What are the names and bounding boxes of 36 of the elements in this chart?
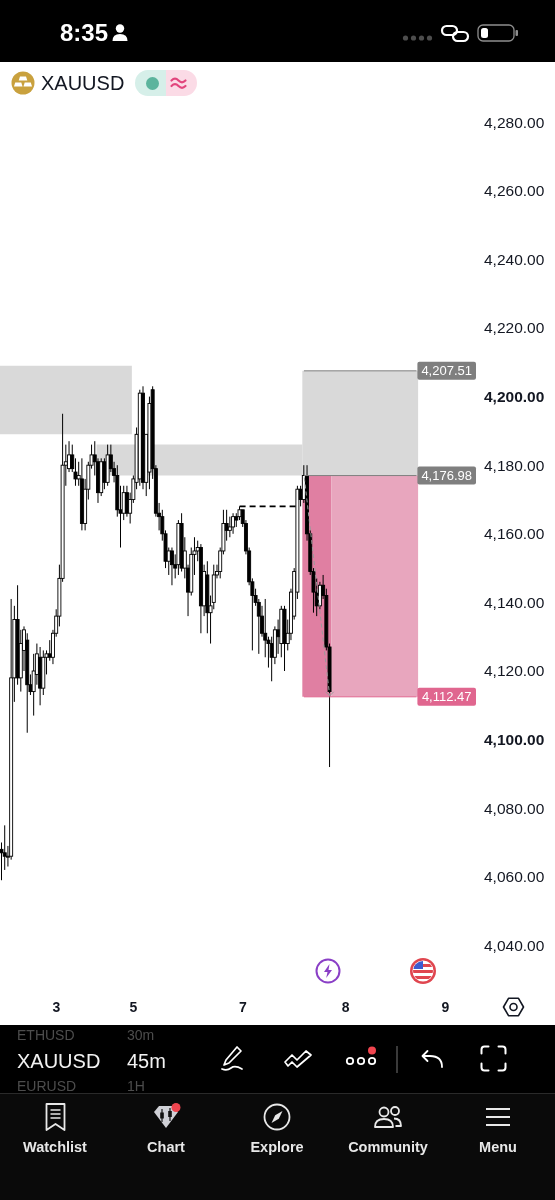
y-tick-label: 4,140.00 [484, 593, 545, 611]
chart-title: XAUUSD [41, 72, 125, 94]
text: XAUUSD [17, 1050, 101, 1072]
y-tick-label: 4,120.00 [484, 662, 545, 680]
x-tick-label: 7 [238, 999, 247, 1015]
y-tick-label: 4,240.00 [484, 250, 545, 268]
text: EURUSD [17, 1078, 77, 1094]
text: 1H [127, 1078, 145, 1094]
y-tick-label: 4,280.00 [484, 113, 545, 131]
text: 30m [127, 1027, 155, 1043]
text: Menu [479, 1138, 517, 1155]
x-tick-label: 8 [341, 999, 350, 1015]
y-tick-label: 4,040.00 [484, 936, 545, 954]
x-tick-label: 5 [129, 999, 138, 1015]
x-tick-label: 9 [441, 999, 450, 1015]
text: 45m [127, 1050, 166, 1072]
text: Explore [250, 1138, 304, 1155]
text: ETHUSD [17, 1027, 75, 1043]
text: Watchlist [23, 1138, 87, 1155]
candlestick [227, 516, 232, 538]
ref-line-label: 4,112.47 [421, 689, 472, 705]
y-tick-label: 4,160.00 [484, 525, 545, 543]
text: Chart [147, 1138, 185, 1155]
y-tick-label: 4,100.00 [484, 731, 545, 749]
y-tick-label: 4,220.00 [484, 319, 545, 337]
y-tick-label: 4,080.00 [484, 799, 545, 817]
x-tick-label: 3 [52, 999, 61, 1015]
y-tick-label: 4,260.00 [484, 182, 545, 200]
y-tick-label: 4,060.00 [484, 868, 545, 886]
text: 8:35 [60, 19, 109, 46]
ref-line-label: 4,207.51 [421, 363, 473, 379]
y-tick-label: 4,200.00 [484, 388, 545, 406]
candlestick [170, 547, 174, 586]
text: Community [348, 1138, 428, 1155]
ref-line-label: 4,176.98 [421, 468, 473, 484]
y-tick-label: 4,180.00 [484, 456, 545, 474]
